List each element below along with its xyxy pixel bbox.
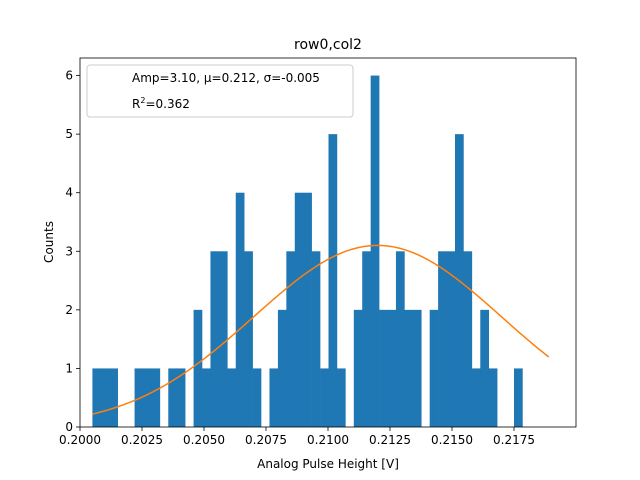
- histogram-bar: [320, 368, 329, 427]
- histogram-bar: [488, 368, 498, 427]
- x-tick-label: 0.2125: [369, 433, 411, 447]
- legend-r-squared: R2=0.362: [132, 96, 190, 111]
- chart-title: row0,col2: [294, 37, 362, 53]
- x-axis-label: Analog Pulse Height [V]: [257, 457, 399, 471]
- y-tick-label: 2: [65, 303, 73, 317]
- histogram-bar: [303, 192, 312, 427]
- histogram-bar: [438, 251, 447, 427]
- histogram-bar: [412, 309, 422, 427]
- y-tick-label: 1: [65, 361, 73, 375]
- x-tick-label: 0.2000: [59, 433, 101, 447]
- x-tick-label: 0.2050: [183, 433, 225, 447]
- histogram-bar: [471, 368, 481, 427]
- histogram-bar: [235, 192, 245, 427]
- histogram-bar: [151, 368, 161, 427]
- histogram-bar: [294, 192, 304, 427]
- histogram-bar: [379, 309, 388, 427]
- histogram-bar: [446, 251, 456, 427]
- y-axis-label: Counts: [42, 221, 56, 263]
- histogram-bar: [244, 251, 253, 427]
- histogram-bar: [202, 368, 211, 427]
- histogram-bar: [395, 251, 405, 427]
- histogram-bar: [480, 309, 489, 427]
- histogram-bar: [286, 251, 296, 427]
- histogram-bar: [404, 309, 414, 427]
- x-tick-label: 0.2150: [431, 433, 473, 447]
- x-tick-label: 0.2075: [245, 433, 287, 447]
- histogram-bar: [370, 75, 380, 427]
- histogram-bar: [277, 309, 287, 427]
- histogram-bar: [193, 309, 203, 427]
- histogram-bar: [387, 309, 397, 427]
- legend-r-value: =0.362: [145, 97, 189, 111]
- x-tick-label: 0.2175: [493, 433, 535, 447]
- histogram-bar: [353, 309, 363, 427]
- histogram-bar: [463, 251, 473, 427]
- histogram-bar: [514, 368, 523, 427]
- y-tick-label: 6: [65, 69, 73, 83]
- x-tick-label: 0.2100: [307, 433, 349, 447]
- y-tick-label: 0: [65, 420, 73, 434]
- histogram-bar: [168, 368, 178, 427]
- histogram-bar: [100, 368, 110, 427]
- histogram-bar: [176, 368, 186, 427]
- histogram-bar: [227, 368, 237, 427]
- y-tick-label: 3: [65, 244, 73, 258]
- histogram-bar: [328, 134, 338, 427]
- histogram-bar: [109, 368, 118, 427]
- histogram-bar: [269, 368, 279, 427]
- histogram-bar: [311, 251, 321, 427]
- legend-r-label: R: [132, 97, 140, 111]
- legend-fit-params: Amp=3.10, μ=0.212, σ=-0.005: [132, 71, 320, 85]
- histogram-bar: [218, 251, 228, 427]
- legend-r-superscript: 2: [140, 96, 145, 105]
- y-tick-label: 5: [65, 127, 73, 141]
- legend: Amp=3.10, μ=0.212, σ=-0.005 R2=0.362: [86, 64, 354, 118]
- histogram-bar: [252, 368, 262, 427]
- plot-area: 0.2000 0.2025 0.2050 0.2075 0.2100 0.2125 0.21…: [59, 57, 577, 447]
- histogram-bar: [142, 368, 152, 427]
- histogram-bar: [429, 309, 439, 427]
- histogram-bar: [336, 368, 346, 427]
- y-tick-label: 4: [65, 186, 73, 200]
- histogram-bar: [210, 251, 220, 427]
- gaussian-fit-line: [92, 244, 550, 415]
- histogram-bar: [92, 368, 102, 427]
- histogram-bar: [362, 251, 371, 427]
- x-tick-label: 0.2025: [121, 433, 163, 447]
- legend-box: [86, 64, 354, 118]
